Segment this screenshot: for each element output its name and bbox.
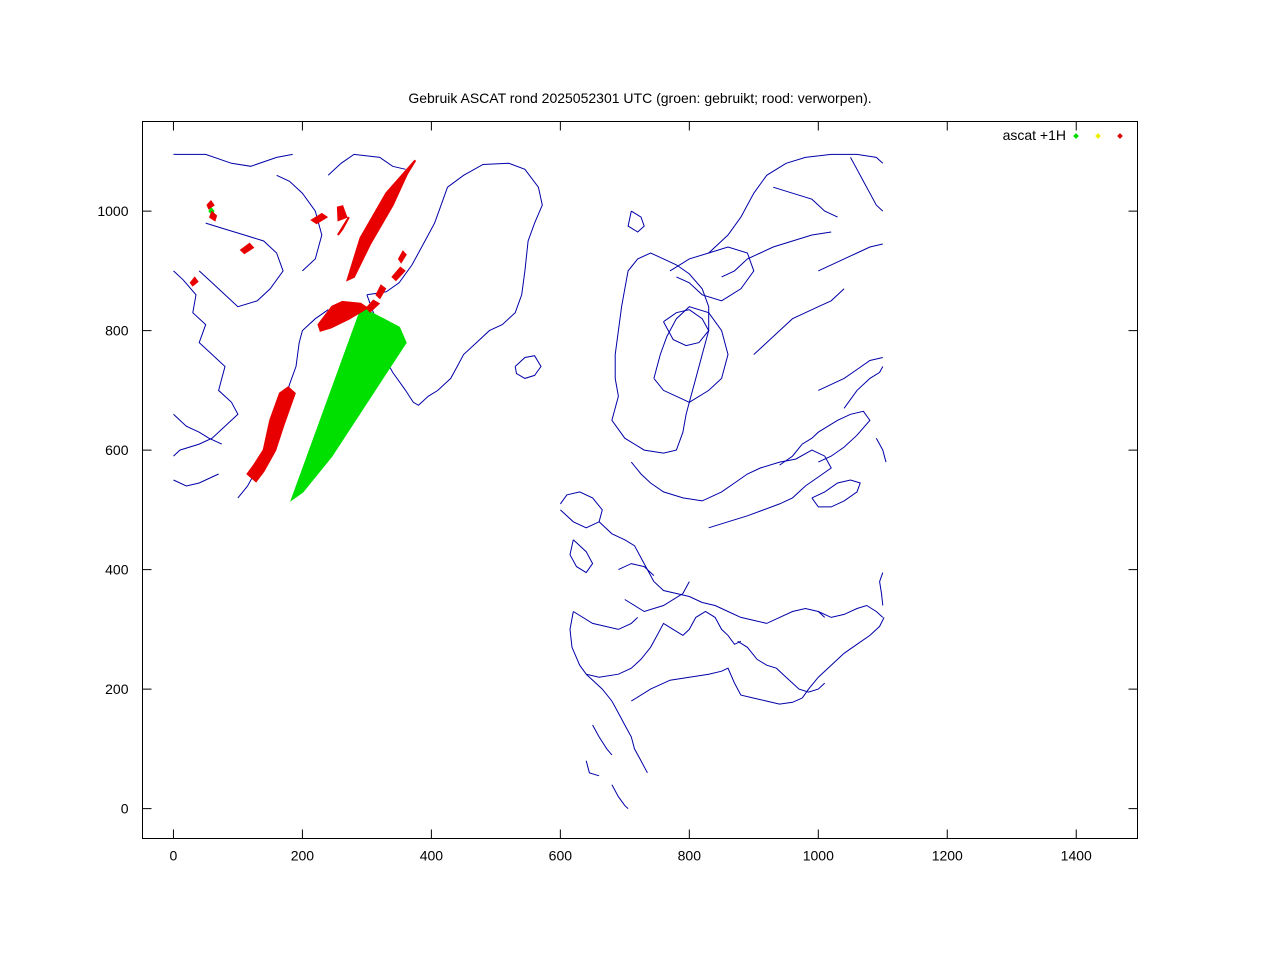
- rejected-observation-area: [365, 299, 381, 313]
- coastline-segment: [653, 306, 729, 403]
- coastline-segment: [850, 157, 884, 212]
- x-tick-label: 400: [420, 848, 444, 864]
- used-observation-area: [290, 306, 407, 502]
- coastline-segment: [721, 231, 832, 278]
- coastline-segment: [198, 222, 284, 308]
- coastline-segment: [173, 153, 293, 167]
- coastline-segment: [559, 491, 603, 529]
- y-tick-label: 1000: [97, 203, 128, 219]
- legend-marker: [1073, 133, 1079, 139]
- coastline-segment: [669, 246, 755, 302]
- observation-layer: [189, 159, 417, 502]
- x-tick-label: 800: [678, 848, 702, 864]
- x-tick-label: 1200: [932, 848, 963, 864]
- coastline-segment: [779, 410, 871, 466]
- coastline-segment: [514, 355, 542, 379]
- legend-marker: [1095, 133, 1101, 139]
- x-tick-label: 200: [291, 848, 315, 864]
- rejected-observation-area: [208, 210, 218, 222]
- plot-frame: [142, 121, 1138, 839]
- coastline-segment: [879, 572, 884, 606]
- coastline-segment: [663, 309, 710, 347]
- coastline-layer: [173, 153, 887, 809]
- x-tick-label: 0: [170, 848, 178, 864]
- coastline-segment: [627, 210, 645, 233]
- coastline-segment: [818, 357, 883, 391]
- x-tick-label: 1000: [803, 848, 834, 864]
- rejected-observation-area: [206, 200, 215, 210]
- coastline-segment: [753, 288, 845, 355]
- coastline-segment: [624, 581, 690, 613]
- coastline-segment: [811, 479, 861, 508]
- y-tick-label: 0: [121, 801, 129, 817]
- x-tick-label: 1400: [1061, 848, 1092, 864]
- coastline-segment: [611, 252, 710, 454]
- axis-ticks: 0 200 400 600 800 1000 1200 1400 0 200 400 600 800 10…: [97, 121, 1138, 864]
- legend-label: ascat +1H: [1003, 127, 1066, 143]
- coastline-segment: [585, 760, 600, 777]
- coastline-segment: [818, 243, 883, 272]
- coastline-segment: [611, 784, 629, 809]
- legend-marker: [1117, 133, 1123, 139]
- rejected-observation-area: [310, 212, 329, 225]
- coastline-segment: [173, 413, 223, 445]
- x-tick-label: 600: [549, 848, 573, 864]
- coastline-segment: [708, 153, 884, 254]
- coastline-segment: [366, 162, 543, 406]
- coastline-segment: [818, 604, 884, 618]
- coastline-segment: [569, 539, 594, 574]
- coastline-segment: [327, 153, 406, 176]
- y-tick-label: 600: [105, 442, 129, 458]
- coastline-segment: [585, 673, 648, 774]
- coastline-segment: [631, 667, 803, 705]
- y-tick-label: 400: [105, 562, 129, 578]
- rejected-observation-area: [375, 284, 387, 300]
- rejected-observation-area: [336, 205, 348, 222]
- coastline-segment: [737, 640, 826, 693]
- rejected-observation-area: [397, 250, 407, 264]
- rejected-observation-area: [189, 276, 199, 287]
- coastline-segment: [618, 563, 655, 576]
- coastline-segment: [569, 610, 742, 678]
- coastline-segment: [875, 437, 887, 463]
- legend: ascat +1H: [1003, 127, 1123, 143]
- rejected-observation-area: [239, 242, 255, 255]
- rejected-observation-area: [345, 159, 417, 282]
- coastline-segment: [843, 366, 884, 409]
- coastline-segment: [173, 473, 219, 487]
- coastline-segment: [773, 186, 838, 218]
- y-tick-label: 800: [105, 323, 129, 339]
- coastline-segment: [630, 449, 832, 529]
- rejected-observation-area: [391, 266, 406, 282]
- coastline-segment: [573, 611, 639, 630]
- y-tick-label: 200: [105, 681, 129, 697]
- coastline-segment: [801, 617, 885, 699]
- rejected-observation-area: [246, 386, 296, 483]
- coastline-segment: [592, 724, 613, 756]
- coastline-segment: [173, 270, 239, 457]
- coastline-segment: [276, 174, 323, 272]
- chart-title: Gebruik ASCAT rond 2025052301 UTC (groen…: [408, 90, 871, 106]
- coastline-segment: [598, 521, 826, 624]
- legend-markers: [1073, 133, 1123, 139]
- rejected-observation-area: [337, 216, 350, 236]
